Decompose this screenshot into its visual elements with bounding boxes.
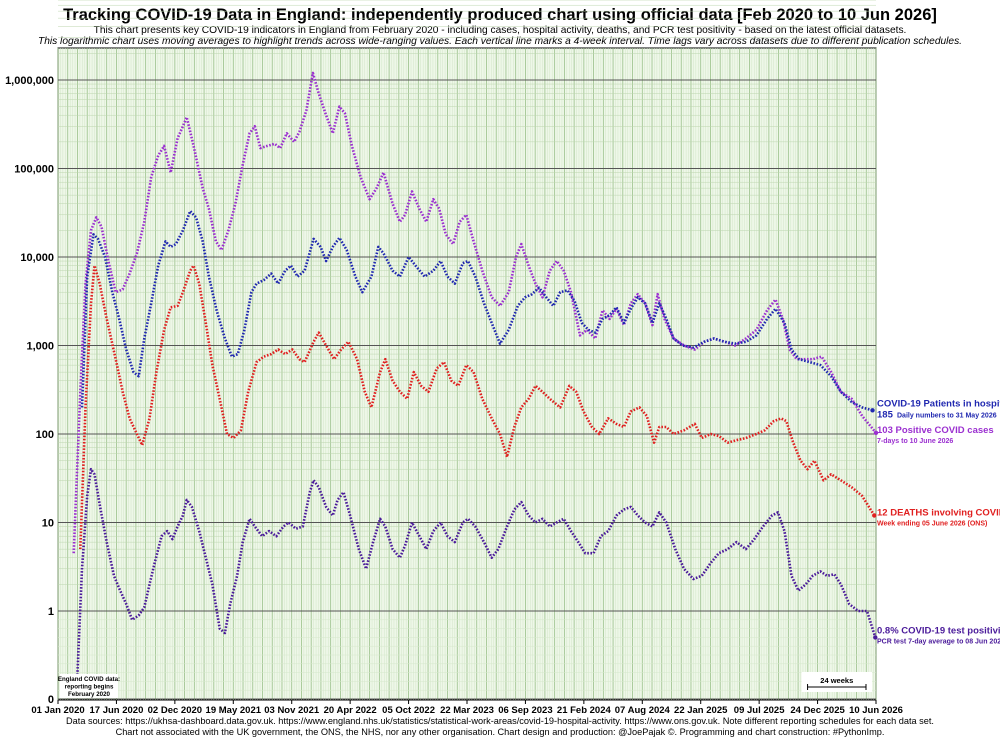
- y-tick-label: 1: [48, 606, 54, 618]
- x-tick-label: 17 Jun 2020: [89, 705, 143, 716]
- y-tick-label: 1,000,000: [5, 75, 54, 87]
- hospital-annotation-note: Daily numbers to 31 May 2026: [897, 412, 997, 419]
- hospital-annotation-title: COVID-19 Patients in hospital: [877, 398, 1000, 409]
- series-end-marker-positivity: [873, 635, 878, 640]
- x-tick-label: 10 Jun 2026: [849, 705, 903, 716]
- x-tick-label: 01 Jan 2020: [31, 705, 84, 716]
- y-tick-label: 100: [36, 429, 54, 441]
- x-tick-label: 19 May 2021: [206, 705, 262, 716]
- x-tick-label: 22 Mar 2023: [440, 705, 494, 716]
- series-line-positivity: [75, 467, 877, 682]
- x-tick-label: 20 Apr 2022: [324, 705, 377, 716]
- reporting-annotation-line: February 2020: [68, 691, 111, 698]
- x-tick-label: 22 Jan 2025: [674, 705, 728, 716]
- deaths-annotation-title: 12 DEATHS involving COVID19: [877, 507, 1000, 518]
- scalebar-label: 24 weeks: [820, 676, 853, 685]
- y-tick-label: 10,000: [20, 252, 54, 264]
- footer-sources: Data sources: https://ukhsa-dashboard.da…: [66, 716, 934, 726]
- x-tick-label: 21 Feb 2024: [557, 705, 612, 716]
- cases-annotation-note: 7-days to 10 June 2026: [877, 438, 953, 445]
- x-tick-label: 07 Aug 2024: [615, 705, 671, 716]
- reporting-annotation-line: England COVID data:: [58, 676, 120, 683]
- x-tick-label: 09 Jul 2025: [734, 705, 785, 716]
- series-end-marker-hospital: [870, 408, 875, 413]
- chart-subtitle-italic: This logarithmic chart uses moving avera…: [37, 36, 963, 47]
- x-tick-label: 05 Oct 2022: [382, 705, 435, 716]
- series-line-deaths: [79, 264, 876, 550]
- positivity-annotation-title: 0.8% COVID-19 test positivity: [877, 625, 1000, 636]
- chart-subtitle: This chart presents key COVID-19 indicat…: [93, 25, 907, 36]
- series-end-marker-cases: [873, 430, 879, 436]
- y-tick-label: 0: [48, 694, 54, 706]
- hospital-annotation-value: 185: [877, 409, 894, 420]
- x-tick-label: 03 Nov 2021: [264, 705, 320, 716]
- cases-annotation-title: 103 Positive COVID cases: [877, 425, 994, 436]
- footer-credits: Chart not associated with the UK governm…: [115, 727, 885, 737]
- series-end-marker-deaths: [872, 513, 877, 518]
- positivity-annotation-note: PCR test 7-day average to 08 Jun 2026: [877, 638, 1000, 645]
- deaths-annotation-note: Week ending 05 June 2026 (ONS): [877, 520, 987, 527]
- x-tick-label: 02 Dec 2020: [148, 705, 202, 716]
- y-tick-label: 10: [42, 518, 54, 530]
- y-tick-label: 100,000: [14, 164, 54, 176]
- x-tick-label: 06 Sep 2023: [498, 705, 552, 716]
- y-tick-label: 1,000: [26, 341, 54, 353]
- x-tick-label: 24 Dec 2025: [790, 705, 845, 716]
- reporting-annotation-line: reporting begins: [65, 684, 114, 691]
- chart-title: Tracking COVID-19 Data in England: indep…: [63, 6, 937, 24]
- reporting-box: [60, 674, 118, 698]
